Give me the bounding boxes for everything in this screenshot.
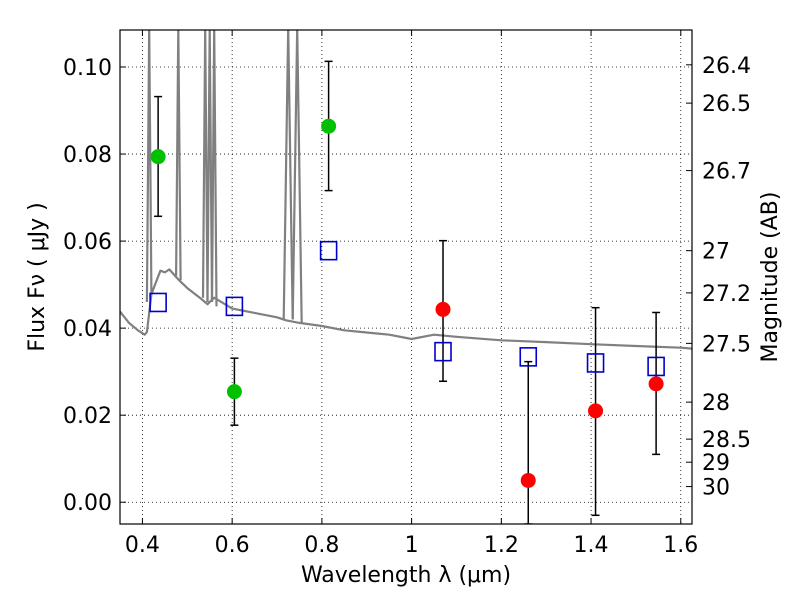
model-point — [319, 240, 338, 261]
model-point — [149, 292, 167, 313]
y2-tick-label: 26.5 — [702, 92, 751, 117]
y2-tick-label: 27.2 — [702, 282, 751, 307]
template-line — [210, 30, 218, 307]
template-line — [282, 30, 294, 320]
template-line — [201, 30, 209, 303]
y-tick-label: 0.06 — [63, 230, 112, 255]
y-tick-label: 0.00 — [63, 491, 112, 516]
y2-tick-label: 29 — [702, 451, 730, 476]
plot-frame — [119, 29, 693, 525]
y2-axis-label: Magnitude (AB) — [758, 192, 783, 363]
template-line — [145, 30, 153, 303]
x-tick-label: 1.2 — [484, 533, 519, 558]
x-tick-label: 1.4 — [574, 533, 609, 558]
y-tick-label: 0.08 — [63, 143, 112, 168]
y-axis-label: Flux Fν ( μJy ) — [25, 202, 50, 351]
model-point — [586, 353, 605, 373]
x-tick-label: 0.4 — [125, 533, 160, 558]
tick-labels: 0.4 0.6 0.8 1 1.2 1.4 1.6 0.00 0.02 0.04 0.06 0.08 0… — [63, 54, 751, 558]
data-point — [435, 301, 451, 317]
x-tick-label: 0.8 — [304, 533, 339, 558]
y2-tick-label: 26.4 — [702, 54, 751, 79]
y2-tick-label: 30 — [702, 476, 730, 501]
data-point — [226, 384, 242, 400]
y2-tick-label: 26.7 — [702, 160, 751, 185]
x-axis-label: Wavelength λ (μm) — [301, 563, 511, 588]
model-point — [647, 356, 665, 377]
y-tick-label: 0.10 — [63, 56, 112, 81]
data-point — [520, 472, 536, 488]
y2-tick-label: 27.5 — [702, 332, 751, 357]
data-point — [150, 149, 166, 165]
data-point — [588, 403, 604, 419]
y-tick-label: 0.04 — [63, 317, 112, 342]
x-tick-label: 1.6 — [663, 533, 698, 558]
y-tick-label: 0.02 — [63, 404, 112, 429]
ticks — [120, 30, 692, 524]
template-line — [175, 30, 182, 281]
y2-tick-label: 28 — [702, 391, 730, 416]
x-tick-label: 1 — [405, 533, 419, 558]
data-point — [321, 118, 337, 134]
data-point — [648, 376, 664, 392]
model-point — [519, 347, 538, 367]
series-layer — [120, 30, 692, 524]
x-tick-label: 0.6 — [215, 533, 250, 558]
y2-tick-label: 28.5 — [702, 428, 751, 453]
y2-tick-label: 27 — [702, 240, 730, 265]
template-line — [206, 30, 214, 303]
model-point — [434, 341, 452, 362]
model-point — [225, 296, 244, 317]
template-line — [291, 30, 303, 324]
